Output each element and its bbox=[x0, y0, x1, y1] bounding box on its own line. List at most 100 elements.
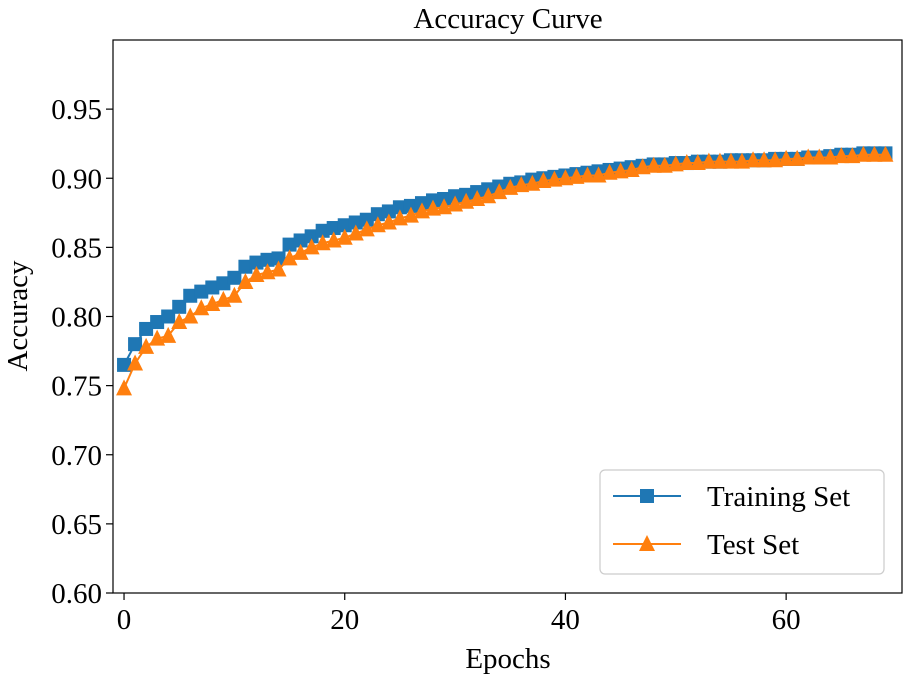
data-point-triangle bbox=[425, 199, 442, 216]
legend-square-marker bbox=[640, 489, 654, 503]
x-tick-label: 40 bbox=[551, 604, 580, 636]
y-tick-label: 0.75 bbox=[51, 371, 102, 403]
data-point-triangle bbox=[745, 151, 762, 168]
data-point-triangle bbox=[557, 169, 574, 186]
data-point-square bbox=[304, 229, 319, 244]
data-point-triangle bbox=[193, 299, 210, 316]
data-point-triangle bbox=[347, 224, 364, 241]
data-point-triangle bbox=[270, 260, 287, 277]
chart-title: Accuracy Curve bbox=[413, 3, 602, 35]
y-tick-label: 0.80 bbox=[51, 302, 102, 334]
data-point-square bbox=[370, 207, 385, 222]
data-point-triangle bbox=[182, 307, 199, 324]
legend: Training Set Test Set bbox=[599, 469, 885, 575]
data-point-square bbox=[326, 221, 341, 236]
data-point-triangle bbox=[535, 172, 552, 189]
y-tick-label: 0.70 bbox=[51, 440, 102, 472]
y-tick-label: 0.85 bbox=[51, 232, 102, 264]
data-point-triangle bbox=[513, 176, 530, 193]
data-point-triangle bbox=[811, 148, 828, 165]
data-point-triangle bbox=[215, 290, 232, 307]
x-tick-label: 20 bbox=[330, 604, 359, 636]
data-point-square bbox=[172, 299, 187, 314]
data-point-triangle bbox=[568, 167, 585, 184]
data-point-triangle bbox=[866, 145, 883, 162]
data-point-square bbox=[392, 200, 407, 215]
data-point-square bbox=[315, 223, 330, 238]
data-point-triangle bbox=[292, 243, 309, 260]
y-tick-label: 0.90 bbox=[51, 163, 102, 195]
data-point-triangle bbox=[480, 187, 497, 204]
data-point-triangle bbox=[358, 220, 375, 237]
data-point-triangle bbox=[844, 147, 861, 164]
legend-entry-test: Test Set bbox=[613, 529, 799, 561]
x-tick-label: 0 bbox=[117, 604, 132, 636]
y-tick-label: 0.65 bbox=[51, 509, 102, 541]
data-point-triangle bbox=[833, 147, 850, 164]
data-point-triangle bbox=[579, 166, 596, 183]
data-point-square bbox=[282, 237, 297, 252]
data-point-triangle bbox=[767, 151, 784, 168]
data-point-triangle bbox=[756, 151, 773, 168]
data-point-triangle bbox=[127, 354, 144, 371]
x-axis: 0 20 40 60 bbox=[117, 593, 801, 636]
legend-label-training: Training Set bbox=[707, 481, 850, 513]
data-point-square bbox=[293, 233, 308, 248]
data-point-square bbox=[139, 321, 154, 336]
data-point-triangle bbox=[336, 228, 353, 245]
data-point-square bbox=[271, 251, 286, 266]
data-point-triangle bbox=[778, 149, 795, 166]
data-point-square bbox=[161, 309, 176, 324]
data-point-square bbox=[381, 204, 396, 219]
data-point-triangle bbox=[722, 152, 739, 169]
data-point-triangle bbox=[204, 295, 221, 312]
data-point-square bbox=[260, 252, 275, 267]
data-point-triangle bbox=[689, 154, 706, 171]
data-point-triangle bbox=[237, 272, 254, 289]
data-point-triangle bbox=[733, 152, 750, 169]
x-axis-label: Epochs bbox=[465, 643, 550, 675]
data-point-square bbox=[403, 198, 418, 213]
data-point-triangle bbox=[855, 145, 872, 162]
data-point-triangle bbox=[634, 158, 651, 175]
data-point-triangle bbox=[546, 170, 563, 187]
data-point-triangle bbox=[800, 148, 817, 165]
y-tick-label: 0.60 bbox=[51, 578, 102, 610]
legend-label-test: Test Set bbox=[707, 529, 799, 561]
plot-series-group bbox=[116, 145, 894, 396]
data-point-triangle bbox=[380, 213, 397, 230]
data-point-triangle bbox=[226, 286, 243, 303]
data-point-square bbox=[337, 218, 352, 233]
data-point-square bbox=[216, 276, 231, 291]
data-point-triangle bbox=[711, 152, 728, 169]
data-point-square bbox=[117, 357, 132, 372]
data-point-square bbox=[150, 315, 165, 330]
data-point-triangle bbox=[612, 162, 629, 179]
x-tick-label: 60 bbox=[772, 604, 801, 636]
data-point-triangle bbox=[667, 155, 684, 172]
data-point-triangle bbox=[303, 238, 320, 255]
series-test bbox=[116, 145, 894, 396]
data-point-triangle bbox=[281, 249, 298, 266]
data-point-square bbox=[249, 255, 264, 270]
data-point-triangle bbox=[645, 156, 662, 173]
data-point-triangle bbox=[700, 152, 717, 169]
data-point-triangle bbox=[822, 148, 839, 165]
data-point-triangle bbox=[491, 183, 508, 200]
legend-triangle-marker bbox=[639, 535, 655, 551]
data-point-square bbox=[359, 212, 374, 227]
data-point-triangle bbox=[116, 379, 133, 396]
data-point-triangle bbox=[160, 326, 177, 343]
data-point-square bbox=[238, 259, 253, 274]
data-point-triangle bbox=[402, 206, 419, 223]
y-tick-label: 0.95 bbox=[51, 94, 102, 126]
series-training bbox=[117, 146, 893, 372]
data-point-triangle bbox=[171, 313, 188, 330]
data-point-triangle bbox=[138, 337, 155, 354]
data-point-square bbox=[348, 215, 363, 230]
data-point-square bbox=[128, 337, 143, 352]
data-point-square bbox=[227, 270, 242, 285]
data-point-square bbox=[183, 288, 198, 303]
data-point-triangle bbox=[877, 145, 894, 162]
